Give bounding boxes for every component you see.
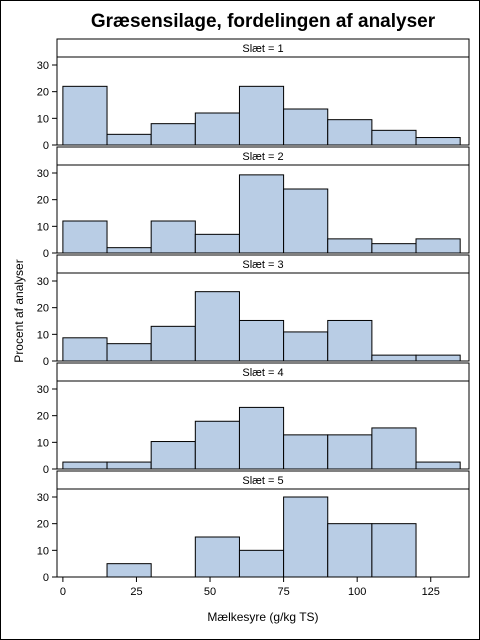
y-tick-label: 10 <box>37 437 49 449</box>
histogram-bar <box>194 112 240 146</box>
histogram-bar <box>283 188 329 254</box>
panel-strip-label: Slæt = 5 <box>242 475 283 487</box>
y-tick-label: 30 <box>37 60 49 72</box>
y-tick-label: 30 <box>37 384 49 396</box>
histogram-bar <box>283 108 329 146</box>
x-axis-label: Mælkesyre (g/kg TS) <box>207 610 318 624</box>
panel-strip-label: Slæt = 3 <box>242 259 283 271</box>
panel-strip-label: Slæt = 4 <box>242 367 283 379</box>
histogram-bar <box>194 536 240 578</box>
panel-1: Slæt = 1 0 10 20 30 <box>37 38 470 152</box>
x-tick-label: 50 <box>204 586 216 598</box>
x-tick-label: 125 <box>422 586 440 598</box>
panels-group: Slæt = 1 0 10 20 30 Slæt = 2 0 10 20 30 Slæt = 3 0 1… <box>37 38 470 584</box>
histogram-bar <box>371 243 417 254</box>
panel-3: Slæt = 3 0 10 20 30 <box>37 254 470 368</box>
histogram-bar <box>62 85 108 146</box>
y-tick-label: 20 <box>37 87 49 99</box>
y-tick-label: 30 <box>37 276 49 288</box>
x-tick-label: 25 <box>130 586 142 598</box>
histogram-bar <box>415 354 461 362</box>
histogram-bar <box>283 434 329 470</box>
x-tick-label: 0 <box>60 586 66 598</box>
histogram-bar <box>327 119 373 146</box>
histogram-bar <box>371 354 417 362</box>
histogram-bar <box>327 434 373 470</box>
histogram-bar <box>238 174 285 254</box>
histogram-bar <box>327 238 373 254</box>
panel-4: Slæt = 4 0 10 20 30 <box>37 362 470 476</box>
histogram-bar <box>150 325 196 362</box>
histogram-bar <box>106 343 152 362</box>
histogram-bar <box>371 523 417 578</box>
histogram-bar <box>371 427 417 470</box>
histogram-bar <box>283 496 329 578</box>
histogram-bar <box>283 331 329 362</box>
histogram-bar <box>371 129 417 146</box>
histogram-bar <box>415 461 461 470</box>
histogram-bar <box>415 137 461 146</box>
x-axis: 0 25 50 75 100 125 <box>60 577 440 598</box>
y-tick-label: 10 <box>37 545 49 557</box>
y-tick-label: 10 <box>37 329 49 341</box>
y-tick-label: 30 <box>37 492 49 504</box>
y-tick-label: 0 <box>43 248 49 260</box>
y-axis-label: Procent af analyser <box>12 259 26 362</box>
y-tick-label: 20 <box>37 303 49 315</box>
histogram-bar <box>62 220 108 254</box>
y-tick-label: 10 <box>37 113 49 125</box>
histogram-bar <box>238 549 285 578</box>
histogram-bar <box>238 319 285 362</box>
histogram-bar <box>106 133 152 146</box>
x-tick-label: 75 <box>277 586 289 598</box>
panel-2: Slæt = 2 0 10 20 30 <box>37 146 470 260</box>
histogram-bar <box>327 319 373 362</box>
histogram-bar <box>194 420 240 470</box>
histogram-bar <box>150 441 196 470</box>
y-tick-label: 10 <box>37 221 49 233</box>
y-tick-label: 0 <box>43 572 49 584</box>
y-tick-label: 0 <box>43 356 49 368</box>
histogram-bar <box>106 461 152 470</box>
panel-strip-label: Slæt = 2 <box>242 151 283 163</box>
histogram-bar <box>106 247 152 254</box>
histogram-bar <box>106 563 152 578</box>
panel-strip-label: Slæt = 1 <box>242 43 283 55</box>
histogram-bar <box>194 233 240 254</box>
chart-title: Græsensilage, fordelingen af analyser <box>91 11 436 32</box>
histogram-bar <box>62 461 108 470</box>
histogram-bar <box>62 337 108 362</box>
histogram-bar <box>150 123 196 146</box>
histogram-bar <box>415 238 461 254</box>
y-tick-label: 20 <box>37 411 49 423</box>
histogram-bar <box>150 220 196 254</box>
histogram-bar <box>194 291 240 362</box>
y-tick-label: 0 <box>43 464 49 476</box>
histogram-bar <box>238 85 285 146</box>
panel-5: Slæt = 5 0 10 20 30 <box>37 470 470 584</box>
y-tick-label: 20 <box>37 195 49 207</box>
histogram-bar <box>238 406 285 470</box>
histogram-bar <box>327 523 373 578</box>
y-tick-label: 0 <box>43 140 49 152</box>
y-tick-label: 30 <box>37 168 49 180</box>
x-tick-label: 100 <box>348 586 366 598</box>
y-tick-label: 20 <box>37 519 49 531</box>
